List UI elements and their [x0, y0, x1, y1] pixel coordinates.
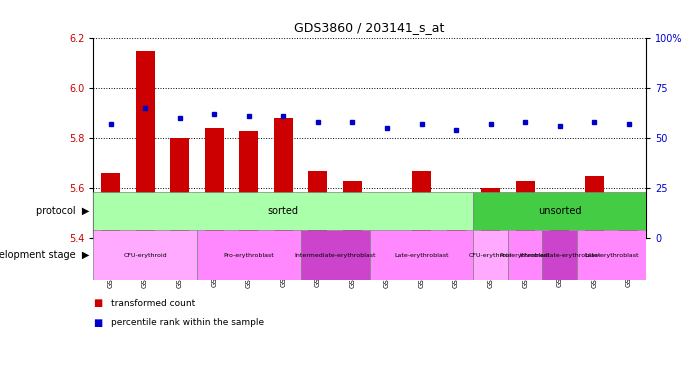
Text: unsorted: unsorted [538, 206, 581, 216]
Bar [135, 51, 155, 238]
Text: ■: ■ [93, 298, 102, 308]
Bar [197, 230, 301, 280]
Bar [205, 128, 224, 238]
Text: development stage  ▶: development stage ▶ [0, 250, 90, 260]
Bar [343, 181, 362, 238]
Bar [239, 131, 258, 238]
Bar [370, 230, 473, 280]
Bar [412, 171, 431, 238]
Bar [93, 230, 197, 280]
Title: GDS3860 / 203141_s_at: GDS3860 / 203141_s_at [294, 22, 445, 35]
Bar [308, 171, 328, 238]
Bar [577, 230, 646, 280]
Bar [170, 138, 189, 238]
Bar [585, 175, 604, 238]
Text: Intermediate-erythroblast: Intermediate-erythroblast [294, 253, 376, 258]
Bar [274, 118, 293, 238]
Text: CFU-erythroid: CFU-erythroid [468, 253, 513, 258]
Bar [542, 230, 577, 280]
Text: Late-erythroblast: Late-erythroblast [395, 253, 448, 258]
Bar [473, 230, 508, 280]
Bar [550, 201, 569, 238]
Bar [377, 235, 397, 238]
Text: transformed count: transformed count [111, 299, 195, 308]
Text: sorted: sorted [268, 206, 299, 216]
Bar [101, 173, 120, 238]
Text: protocol  ▶: protocol ▶ [37, 206, 90, 216]
Bar [93, 192, 473, 230]
Text: CFU-erythroid: CFU-erythroid [123, 253, 167, 258]
Bar [508, 230, 542, 280]
Bar [301, 230, 370, 280]
Bar [473, 192, 646, 230]
Text: Late-erythroblast: Late-erythroblast [585, 253, 638, 258]
Bar [446, 225, 466, 238]
Text: Pro-erythroblast: Pro-erythroblast [500, 253, 551, 258]
Text: Pro-erythroblast: Pro-erythroblast [223, 253, 274, 258]
Text: percentile rank within the sample: percentile rank within the sample [111, 318, 264, 327]
Text: Intermediate-erythroblast: Intermediate-erythroblast [519, 253, 600, 258]
Bar [515, 181, 535, 238]
Text: ■: ■ [93, 318, 102, 328]
Bar [619, 193, 638, 238]
Bar [481, 188, 500, 238]
